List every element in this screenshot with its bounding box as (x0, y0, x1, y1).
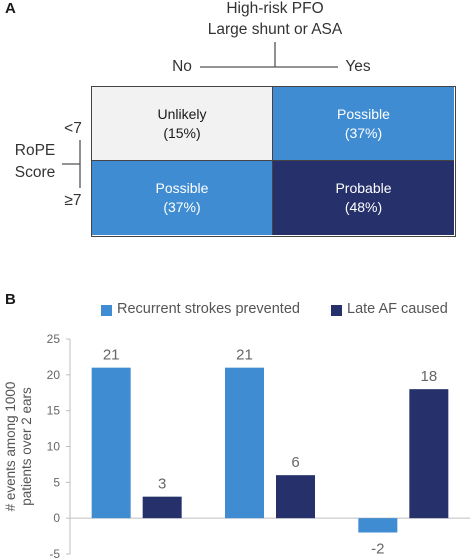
col-yes-label: Yes (345, 58, 371, 75)
header-line2: Large shunt or ASA (207, 21, 343, 38)
legend-label-strokes: Recurrent strokes prevented (117, 301, 300, 317)
rope-title-line2: Score (14, 164, 56, 182)
risk-grid: Unlikely (15%) Possible (37%) Possible (… (91, 86, 456, 237)
data-label: 6 (291, 454, 299, 471)
panel-a-connectors (62, 42, 338, 188)
cell-yes-lt7-value: (37%) (344, 124, 383, 141)
data-label: 21 (236, 347, 253, 364)
cell-yes-ge7: Probable (48%) (273, 161, 454, 235)
y-axis-title: patients over 2 ears (19, 387, 34, 506)
cell-yes-lt7: Possible (37%) (273, 87, 454, 161)
y-tick-label: 25 (47, 332, 61, 346)
bar-strokes (225, 367, 264, 519)
bar-af (142, 496, 182, 519)
bar-af (409, 389, 449, 519)
cell-no-ge7-label: Possible (155, 180, 209, 197)
rope-score-title: RoPE Score (4, 140, 66, 185)
y-tick-label: -5 (49, 547, 60, 558)
cell-yes-ge7-value: (48%) (344, 199, 383, 215)
row-ge7-label: ≥7 (64, 192, 82, 209)
row-lt7-label: <7 (64, 120, 82, 137)
data-label: 3 (158, 476, 166, 493)
legend-swatch-af (331, 305, 342, 316)
y-axis-title: # events among 1000 (3, 382, 18, 512)
data-label: -2 (371, 541, 384, 558)
y-tick-label: 0 (53, 511, 60, 525)
cell-no-lt7-label: Unlikely (157, 105, 207, 122)
panel-b-label: B (5, 291, 16, 308)
y-tick-label: 15 (47, 404, 61, 418)
cell-yes-lt7-label: Possible (337, 105, 390, 122)
header-line1: High-risk PFO (226, 0, 324, 17)
legend-swatch-strokes (101, 305, 112, 316)
y-tick-label: 10 (47, 440, 61, 454)
bar-af (276, 475, 315, 519)
data-label: 21 (103, 347, 120, 364)
bar-strokes (358, 518, 398, 533)
cell-yes-ge7-label: Probable (335, 180, 392, 197)
bar-strokes (91, 367, 131, 519)
bar-chart: -5 0 5 10 15 20 25 # events among 1000 patients … (3, 332, 470, 558)
y-tick-label: 5 (53, 475, 60, 489)
cell-no-lt7-value: (15%) (163, 124, 201, 141)
cell-no-ge7: Possible (37%) (92, 161, 273, 235)
legend-label-af: Late AF caused (347, 301, 448, 317)
data-label: 18 (420, 368, 437, 385)
y-tick-label: 20 (47, 368, 61, 382)
col-no-label: No (172, 58, 192, 75)
cell-no-ge7-value: (37%) (163, 199, 201, 215)
rope-title-line1: RoPE (14, 142, 56, 159)
cell-no-lt7: Unlikely (15%) (92, 87, 273, 161)
panel-a-label: A (5, 0, 16, 17)
